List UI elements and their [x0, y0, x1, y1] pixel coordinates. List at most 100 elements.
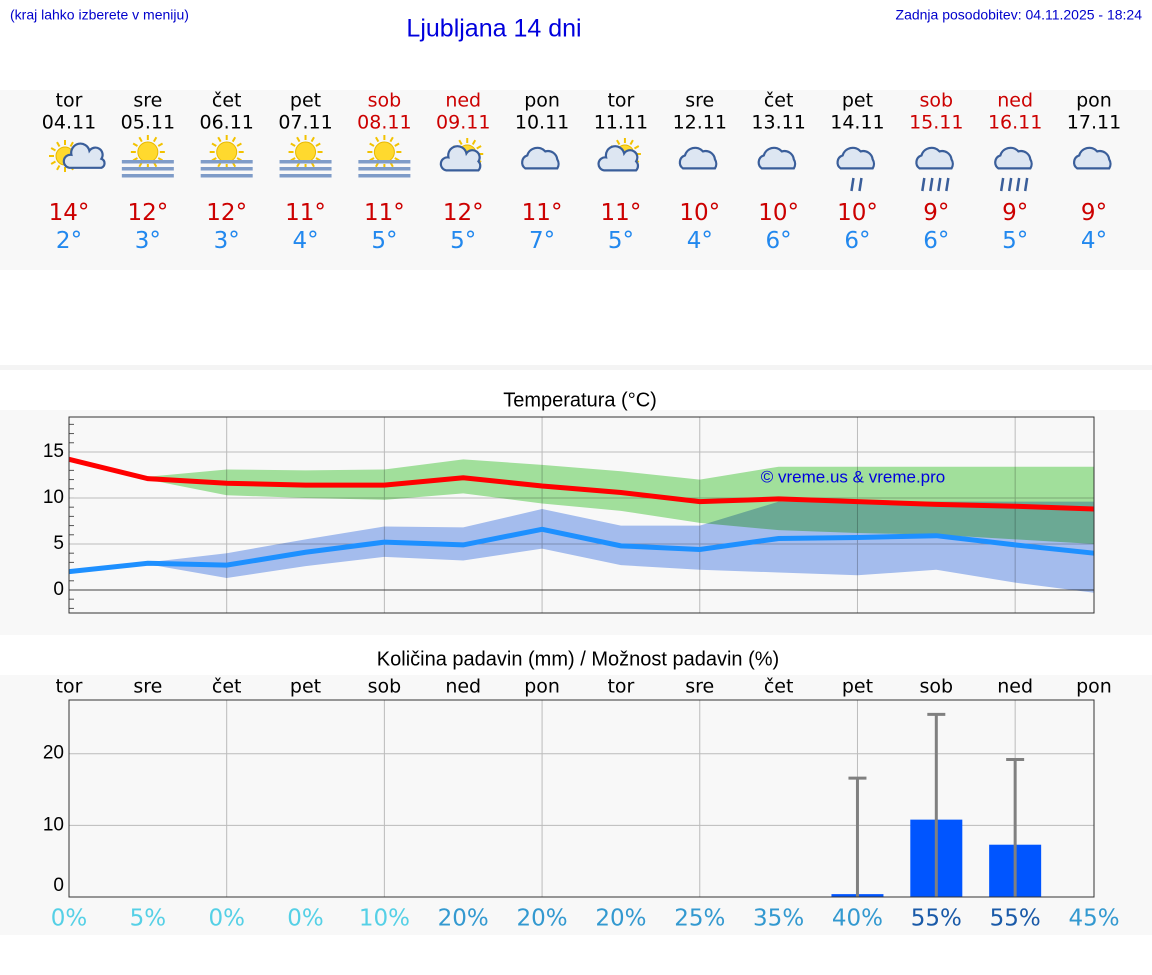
day-name: sre [685, 90, 714, 112]
icon-ray [211, 142, 217, 147]
icon-ray [290, 142, 296, 147]
probability-label: 20% [517, 906, 568, 932]
annotation: © vreme.us & vreme.pro [761, 467, 945, 486]
icon-cloud [757, 146, 797, 170]
weather-icon [49, 140, 106, 172]
icon-fog [358, 174, 411, 178]
icon-ray [629, 139, 634, 145]
y-tick-label: 10 [43, 487, 64, 508]
icon-ray [217, 136, 222, 143]
x-tick-label: ned [997, 676, 1033, 698]
day-name: čet [212, 90, 242, 112]
icon-ray [616, 139, 621, 145]
icon-ray [132, 142, 138, 147]
icon-cloud [439, 145, 482, 172]
icon-sun [373, 141, 395, 163]
x-tick-label: tor [56, 676, 83, 698]
temp-high: 9° [1002, 200, 1028, 226]
x-tick-label: tor [607, 676, 634, 698]
temp-low-value: 5 [608, 228, 623, 254]
x-tick-label: sre [685, 676, 714, 698]
day-name: ned [445, 90, 481, 112]
error-bar [848, 776, 867, 897]
icon-ray [231, 136, 237, 143]
icon-ray [50, 160, 56, 165]
icon-fog [121, 167, 174, 171]
temp-high-value: 11 [601, 200, 630, 226]
separator [0, 365, 1152, 370]
icon-ray [296, 136, 301, 143]
day-name: tor [56, 90, 83, 112]
weather-icon [757, 146, 797, 170]
updated: Zadnja posodobitev: 04.11.2025 - 18:24 [896, 7, 1143, 23]
temp-high: 14° [49, 200, 90, 226]
icon-ray [152, 136, 158, 143]
icon-cloud [62, 142, 106, 169]
probability-label: 55% [911, 906, 962, 932]
icon-fog [358, 167, 411, 171]
day-date: 09.11 [436, 112, 490, 134]
icon-ray [458, 139, 463, 145]
page-title: Ljubljana 14 dni [406, 15, 581, 43]
icon-cloud [597, 145, 639, 172]
day-date: 05.11 [121, 112, 175, 134]
temp-low-value: 4 [687, 228, 702, 254]
x-tick-label: pet [842, 676, 873, 698]
icon-cloud [521, 146, 560, 170]
day-date: 12.11 [673, 112, 727, 134]
temp-low: 4° [687, 228, 713, 254]
icon-ray [394, 142, 400, 147]
day-date: 10.11 [515, 112, 569, 134]
weather-icon [358, 135, 411, 178]
temp-low-value: 5 [1002, 228, 1017, 254]
temp-high-value: 9 [1081, 200, 1096, 226]
temp-high-value: 12 [206, 200, 235, 226]
temp-high: 12° [206, 200, 247, 226]
temp-high-value: 12 [127, 200, 156, 226]
icon-sun [137, 141, 159, 163]
day-name: sob [368, 90, 402, 112]
icon-cloud [994, 146, 1033, 170]
icon-fog [358, 160, 411, 164]
icon-rain [929, 177, 934, 192]
weather-icon [121, 135, 174, 178]
plot-frame [68, 416, 1095, 614]
temp-low: 4° [292, 228, 318, 254]
temp-low-value: 5 [450, 228, 465, 254]
temp-high-value: 9 [923, 200, 938, 226]
probability-label: 20% [438, 906, 489, 932]
icon-cloud [1073, 146, 1112, 170]
day-date: 08.11 [357, 112, 411, 134]
temp-high-value: 9 [1002, 200, 1017, 226]
temp-low: 5° [371, 228, 397, 254]
probability-label: 25% [674, 906, 725, 932]
icon-fog [279, 174, 332, 178]
x-tick-label: pet [290, 676, 321, 698]
temp-high: 10° [837, 200, 878, 226]
y-tick-label: 0 [53, 579, 64, 600]
day-date: 11.11 [594, 112, 648, 134]
icon-ray [375, 136, 380, 143]
icon-ray [157, 142, 164, 147]
temp-low: 6° [766, 228, 792, 254]
day-date: 15.11 [909, 112, 963, 134]
x-tick-label: čet [212, 676, 242, 698]
temp-low-value: 5 [371, 228, 386, 254]
probability-label: 35% [753, 906, 804, 932]
temp-low: 5° [450, 228, 476, 254]
temp-high: 9° [923, 200, 949, 226]
temp-low-value: 4 [1081, 228, 1096, 254]
temp-high: 11° [522, 200, 563, 226]
icon-sun [216, 141, 238, 163]
temp-high: 11° [285, 200, 326, 226]
temp-high: 9° [1081, 200, 1107, 226]
icon-rain [921, 177, 926, 192]
icon-ray [69, 141, 74, 147]
probability-label: 0% [287, 906, 324, 932]
day-name: tor [607, 90, 634, 112]
day-name: sob [920, 90, 954, 112]
icon-fog [121, 160, 174, 164]
icon-ray [476, 145, 482, 150]
